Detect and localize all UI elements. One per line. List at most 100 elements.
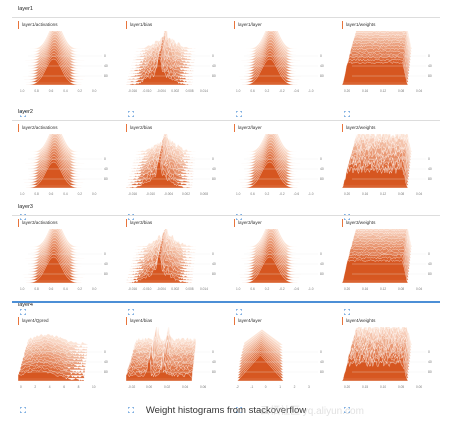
x-tick-label: -1 (250, 385, 253, 389)
expand-icon[interactable] (236, 397, 242, 413)
histogram-card: layer4/layer 0 40 80 -2 -1 0 1 2 3 (234, 317, 338, 413)
histogram-card: layer4/weights 0 40 80 0.20 0.15 0.10 0.05 0.00 (342, 317, 446, 413)
x-tick-label: -0.2 (279, 287, 285, 291)
section-divider (12, 120, 440, 121)
histogram-card: layer1/weights 0 40 80 0.20 0.16 0.12 0.08 0.04 (342, 21, 446, 117)
expand-icon[interactable] (128, 101, 134, 117)
card-title: layer1/layer (234, 21, 262, 29)
x-tick-label: -0.010 (146, 192, 155, 196)
x-tick-label: 0.002 (171, 287, 179, 291)
x-tick-label: 0.06 (200, 385, 206, 389)
y-tick-label: 0 (104, 350, 106, 354)
histogram-card: layer1/layer 0 40 80 1.0 0.6 0.2 -0.2 -0.6 -1.0 (234, 21, 338, 117)
x-tick-label: 0.6 (49, 89, 54, 93)
histogram-card: layer3/weights 0 40 80 0.20 0.16 0.12 0.08 0.04 (342, 219, 446, 315)
x-tick-label: -1.0 (308, 192, 314, 196)
histogram-chart: 0 40 80 1.0 0.6 0.2 -0.2 -0.6 -1.0 (234, 134, 324, 196)
card-title: layer3/bias (126, 219, 152, 227)
y-tick-label: 40 (320, 64, 324, 68)
card-title: layer4/weights (342, 317, 375, 325)
x-tick-label: 0.002 (182, 192, 190, 196)
x-tick-label: -0.010 (142, 89, 151, 93)
x-tick-label: 0.15 (362, 385, 368, 389)
x-tick-label: 0.00 (146, 385, 152, 389)
card-title: layer3/layer (234, 219, 262, 227)
x-tick-label: 0.0 (92, 192, 97, 196)
x-tick-label: 0.00 (416, 385, 422, 389)
x-tick-label: -0.016 (128, 287, 137, 291)
x-tick-label: 2 (294, 385, 296, 389)
x-tick-label: 0.6 (250, 287, 255, 291)
expand-icon[interactable] (20, 397, 26, 413)
x-tick-label: 6 (63, 385, 65, 389)
section-header[interactable]: layer2 (12, 108, 440, 122)
expand-icon[interactable] (20, 101, 26, 117)
y-tick-label: 80 (428, 74, 432, 78)
y-tick-label: 40 (104, 262, 108, 266)
x-tick-label: 0.20 (344, 192, 350, 196)
y-tick-label: 0 (320, 252, 322, 256)
y-tick-label: 80 (320, 272, 324, 276)
section-layer2: layer2 layer2/activations 0 40 80 1.0 0.8 0.6 0.… (12, 108, 440, 220)
x-tick-label: 0.2 (265, 287, 270, 291)
histogram-card: layer2/bias 0 40 80 -0.016 -0.010 -0.004 0.002 0… (126, 124, 230, 220)
x-tick-label: -0.004 (157, 287, 166, 291)
histogram-chart: 0 40 80 -0.02 0.00 0.02 0.04 0.06 (126, 327, 216, 389)
histogram-ridge (126, 58, 193, 86)
y-tick-label: 0 (428, 350, 430, 354)
histogram-ridge (18, 369, 85, 382)
x-tick-label: 0.16 (362, 192, 368, 196)
histogram-chart: 0 40 80 -0.016 -0.010 -0.004 0.002 0.008 (126, 134, 216, 196)
x-tick-label: 0.16 (362, 287, 368, 291)
y-tick-label: 40 (428, 64, 432, 68)
y-tick-label: 80 (212, 272, 216, 276)
x-tick-label: -0.016 (128, 89, 137, 93)
histogram-chart: 0 40 80 1.0 0.8 0.6 0.4 0.2 0.0 (18, 229, 108, 291)
y-tick-label: 40 (320, 360, 324, 364)
x-tick-label: -1.0 (308, 287, 314, 291)
x-tick-label: 0 (20, 385, 22, 389)
expand-icon[interactable] (128, 397, 134, 413)
watermark-text: 云栖社区 yq.aliyun.com (260, 406, 364, 417)
histogram-ridge (18, 256, 85, 284)
y-tick-label: 0 (104, 54, 106, 58)
expand-icon[interactable] (236, 101, 242, 117)
histogram-card: layer1/bias 0 40 80 -0.016 -0.010 -0.004 0.002 0… (126, 21, 230, 117)
histogram-ridge (126, 356, 193, 382)
card-title: layer2/activations (18, 124, 58, 132)
y-tick-label: 80 (428, 177, 432, 181)
x-tick-label: 1.0 (20, 287, 25, 291)
section-title: layer3 (18, 204, 33, 210)
histogram-card: layer4/bias 0 40 80 -0.02 0.00 0.02 0.04 0.06 (126, 317, 230, 413)
y-tick-label: 40 (212, 64, 216, 68)
x-tick-label: 8 (78, 385, 80, 389)
card-title: layer2/weights (342, 124, 375, 132)
y-tick-label: 0 (104, 157, 106, 161)
y-tick-label: 80 (320, 370, 324, 374)
card-title: layer2/bias (126, 124, 152, 132)
x-tick-label: 1.0 (20, 89, 25, 93)
x-tick-label: 0.2 (265, 192, 270, 196)
histogram-chart: 0 40 80 -0.016 -0.010 -0.004 0.002 0.008 0.014 (126, 229, 216, 291)
y-tick-label: 40 (428, 360, 432, 364)
histogram-ridge (126, 256, 193, 284)
x-tick-label: 1.0 (236, 287, 241, 291)
x-tick-label: 0.008 (186, 89, 194, 93)
section-header[interactable]: layer4 (12, 301, 440, 315)
card-title: layer4/bias (126, 317, 152, 325)
expand-icon[interactable] (344, 101, 350, 117)
x-tick-label: 0 (265, 385, 267, 389)
x-tick-label: 0.20 (344, 385, 350, 389)
histogram-ridge (18, 58, 85, 86)
x-tick-label: 0.20 (344, 89, 350, 93)
x-tick-label: 0.008 (200, 192, 208, 196)
y-tick-label: 0 (320, 157, 322, 161)
section-divider (12, 301, 440, 303)
histogram-card: layer3/activations 0 40 80 1.0 0.8 0.6 0.4 0.2 0.… (18, 219, 122, 315)
section-header[interactable]: layer3 (12, 203, 440, 217)
y-tick-label: 0 (428, 54, 430, 58)
x-tick-label: 4 (49, 385, 51, 389)
y-tick-label: 80 (212, 177, 216, 181)
section-header[interactable]: layer1 (12, 5, 440, 19)
histogram-chart: 0 40 80 -2 -1 0 1 2 3 (234, 329, 324, 389)
